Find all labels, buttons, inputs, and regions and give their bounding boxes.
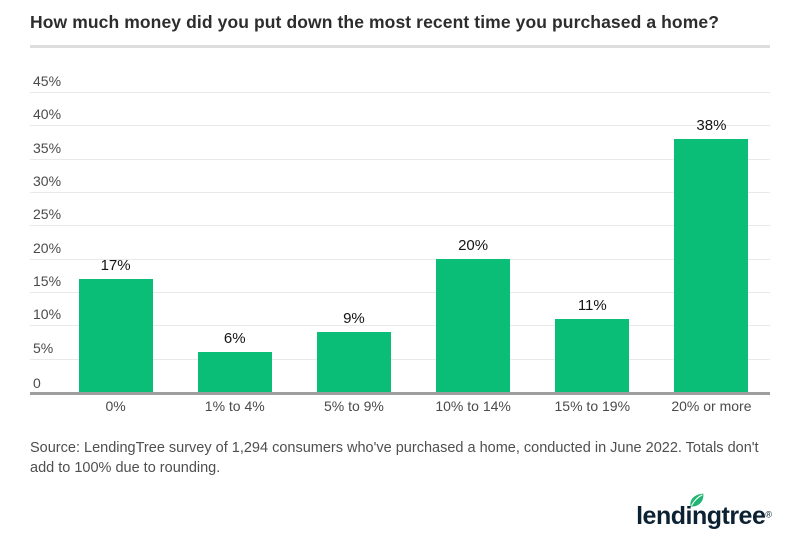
x-category-label: 1% to 4% — [204, 398, 265, 414]
bar-value-label: 38% — [696, 116, 727, 134]
bar-value-label: 6% — [223, 330, 246, 347]
bar — [436, 258, 511, 392]
gridline: 40% — [30, 106, 770, 127]
bar-value-label: 17% — [100, 256, 131, 274]
bar-value-label: 9% — [343, 310, 365, 327]
x-axis-line: 0 — [30, 375, 770, 395]
source-note: Source: LendingTree survey of 1,294 cons… — [30, 440, 759, 477]
x-category-label: 20% or more — [671, 398, 752, 414]
bar-column: 11% — [533, 297, 652, 392]
gridline: 30% — [30, 173, 770, 193]
y-tick-label: 15% — [33, 273, 62, 289]
x-category-label: 10% to 14% — [435, 398, 511, 414]
bar — [78, 278, 153, 392]
bar-column: 38% — [652, 117, 771, 392]
x-category-label: 5% to 9% — [323, 398, 384, 414]
y-tick-label: 30% — [33, 173, 62, 189]
y-tick-label: 45% — [33, 73, 62, 89]
bar-value-label: 11% — [577, 296, 607, 314]
gridline: 20% — [30, 240, 770, 260]
y-tick-label: 40% — [33, 106, 62, 123]
gridline: 10% — [30, 306, 770, 327]
bar-column: 9% — [294, 310, 413, 392]
y-tick-label: 35% — [33, 139, 62, 156]
x-category-label: 15% to 19% — [554, 398, 631, 414]
logo-text: lendingtree — [636, 502, 766, 530]
y-tick-label: 10% — [33, 306, 62, 323]
bar — [197, 352, 272, 392]
lendingtree-logo: lendingtree® — [636, 493, 772, 530]
x-category-label: 0% — [105, 398, 126, 414]
gridline: 45% — [30, 73, 770, 93]
leaf-icon — [690, 493, 704, 507]
bar — [555, 318, 630, 392]
bar — [316, 332, 391, 392]
x-axis-labels: 0% 1% to 4% 5% to 9% 10% to 14% 15% to 19% 20… — [56, 398, 771, 414]
y-tick-label: 20% — [33, 239, 62, 256]
gridline: 35% — [30, 140, 770, 160]
bar-column: 20% — [414, 237, 533, 392]
gridline: 5% — [30, 340, 770, 360]
bar-column: 17% — [56, 257, 175, 392]
registered-trademark: ® — [765, 509, 772, 520]
title-divider — [30, 45, 770, 48]
bar — [674, 138, 749, 392]
bar-value-label: 20% — [458, 236, 489, 254]
y-tick-label: 0 — [33, 375, 41, 391]
chart-title: How much money did you put down the most… — [30, 12, 720, 32]
bars-container: 17% 6% 9% 20% 11% 38% — [56, 0, 771, 392]
gridline: 25% — [30, 206, 770, 227]
bar-column: 6% — [175, 330, 294, 392]
y-tick-label: 25% — [33, 206, 62, 223]
y-tick-label: 5% — [33, 339, 54, 356]
gridline: 15% — [30, 273, 770, 293]
